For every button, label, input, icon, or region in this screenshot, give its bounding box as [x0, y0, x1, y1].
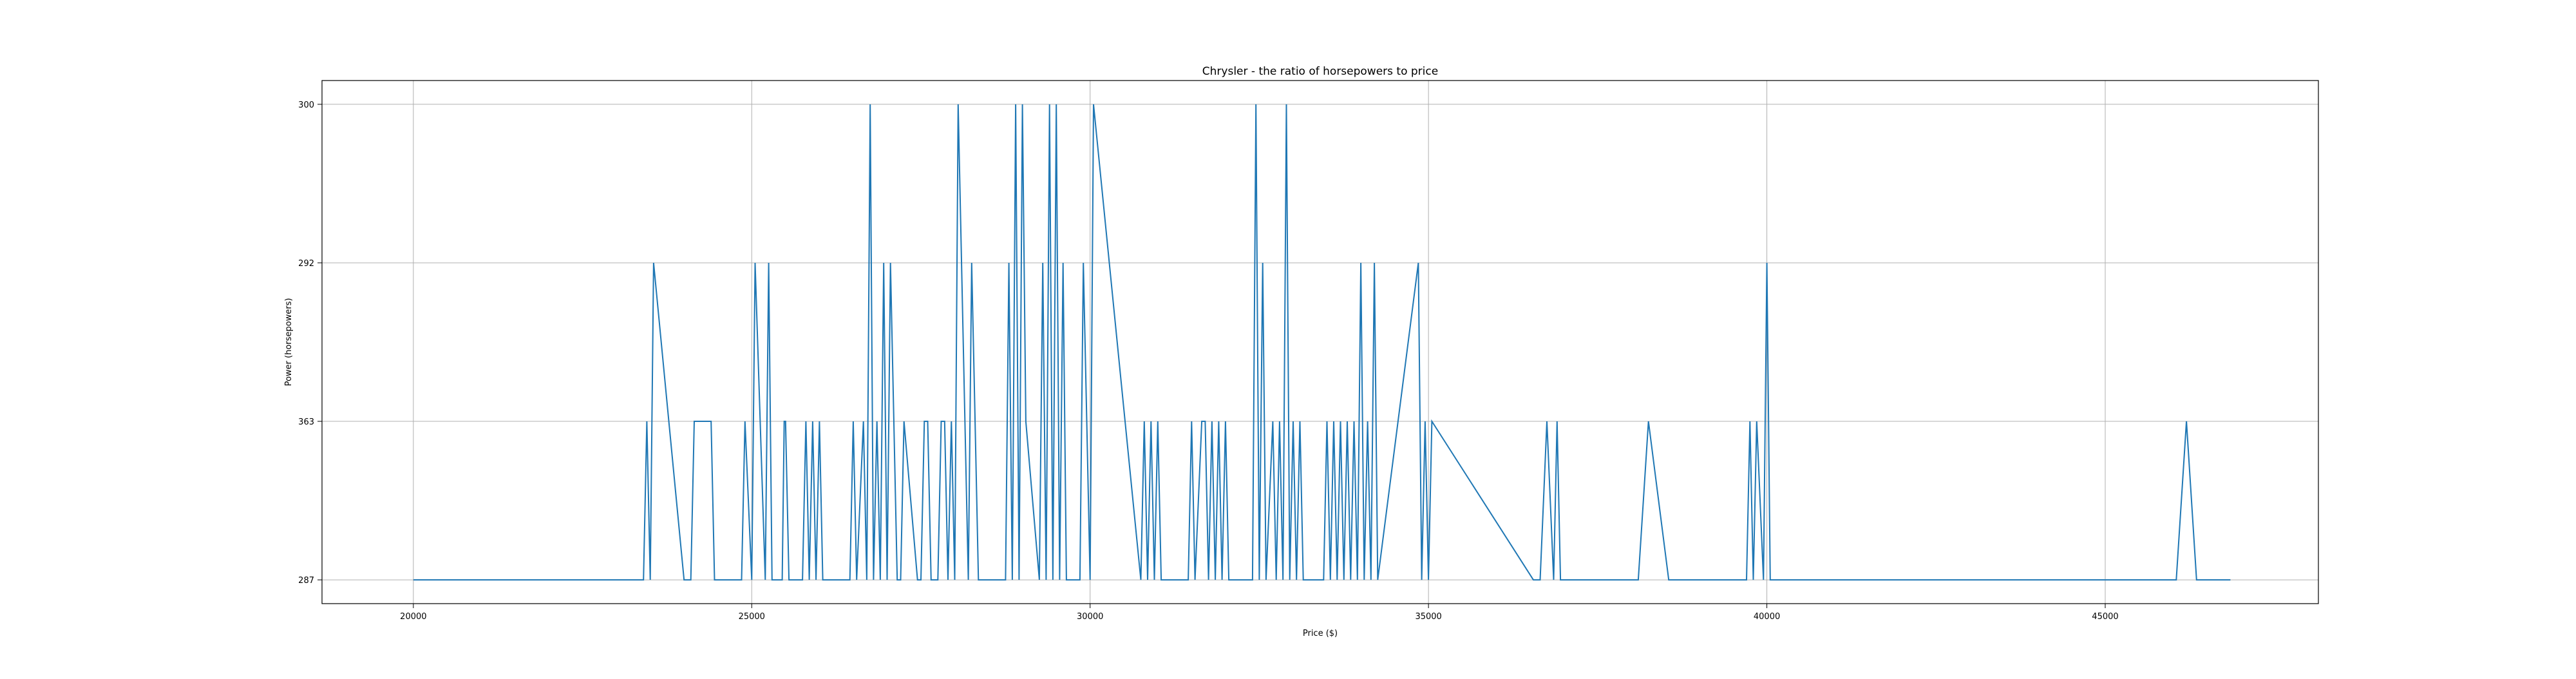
y-axis-title: Power (horsepowers) [284, 298, 294, 387]
chart-title: Chrysler - the ratio of horsepowers to p… [1202, 65, 1438, 78]
x-tick-label: 40000 [1754, 612, 1780, 622]
y-tick-label: 292 [298, 259, 314, 269]
plot-area-frame [321, 80, 2319, 604]
x-tick-label: 30000 [1077, 612, 1103, 622]
y-tick-label: 363 [298, 417, 314, 427]
x-axis-title: Price ($) [1303, 629, 1338, 638]
x-tick-label: 20000 [400, 612, 426, 622]
y-axis: 287 363 292 300 [298, 100, 322, 586]
x-tick-label: 25000 [739, 612, 765, 622]
grid [322, 81, 2318, 604]
x-tick-label: 45000 [2092, 612, 2118, 622]
y-tick-label: 287 [298, 576, 314, 586]
y-tick-label: 300 [298, 100, 314, 110]
series-line [413, 104, 2231, 581]
x-tick-label: 35000 [1415, 612, 1441, 622]
series-line-group [413, 104, 2231, 581]
x-axis: 20000 25000 30000 35000 40000 45000 [400, 604, 2119, 622]
